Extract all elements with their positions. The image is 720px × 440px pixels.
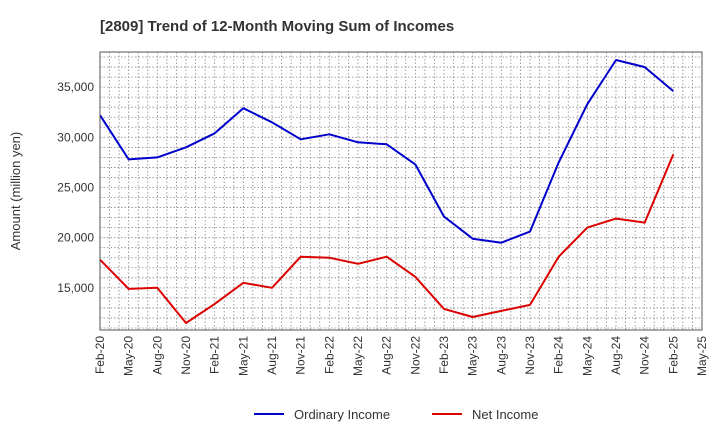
legend: Ordinary Income Net Income: [254, 407, 538, 422]
x-tick-label: Feb-24: [552, 336, 566, 374]
x-tick-label: May-21: [236, 336, 250, 376]
x-tick-label: Feb-20: [93, 336, 107, 374]
legend-label: Ordinary Income: [294, 407, 390, 422]
x-tick-label: Feb-23: [437, 336, 451, 374]
x-tick-label: Aug-21: [265, 336, 279, 375]
legend-label: Net Income: [472, 407, 538, 422]
x-tick-label: Feb-22: [322, 336, 336, 374]
y-tick-label: 30,000: [57, 130, 94, 144]
y-tick-label: 15,000: [57, 281, 94, 295]
y-axis-label: Amount (million yen): [8, 132, 23, 251]
x-tick-label: May-24: [580, 336, 594, 376]
series-layer: [99, 59, 675, 324]
x-tick-label: Nov-24: [638, 336, 652, 375]
x-tick-labels: Feb-20 May-20 Aug-20 Nov-20 Feb-21 May-21 Aug-…: [93, 336, 709, 376]
grid-layer: [100, 52, 702, 330]
y-tick-label: 20,000: [57, 231, 94, 245]
x-tick-label: Aug-22: [380, 336, 394, 375]
x-tick-label: Nov-21: [294, 336, 308, 375]
x-tick-label: Nov-23: [523, 336, 537, 375]
x-tick-label: May-20: [122, 336, 136, 376]
x-tick-label: Aug-20: [150, 336, 164, 375]
x-tick-label: Nov-20: [179, 336, 193, 375]
x-tick-label: Nov-22: [408, 336, 422, 375]
x-tick-label: Feb-25: [666, 336, 680, 374]
plot-frame: [99, 51, 703, 331]
y-tick-labels: 15,000 20,000 25,000 30,000 35,000: [57, 80, 94, 295]
x-tick-label: Aug-24: [609, 336, 623, 375]
y-tick-label: 35,000: [57, 80, 94, 94]
y-tick-label: 25,000: [57, 180, 94, 194]
series-line-net-income: [99, 154, 675, 324]
series-line-ordinary-income: [99, 59, 674, 244]
x-tick-label: Feb-21: [208, 336, 222, 374]
x-tick-label: May-25: [695, 336, 709, 376]
x-tick-label: May-23: [466, 336, 480, 376]
x-tick-label: Aug-23: [494, 336, 508, 375]
chart-title: [2809] Trend of 12-Month Moving Sum of I…: [100, 18, 454, 35]
x-tick-label: May-22: [351, 336, 365, 376]
